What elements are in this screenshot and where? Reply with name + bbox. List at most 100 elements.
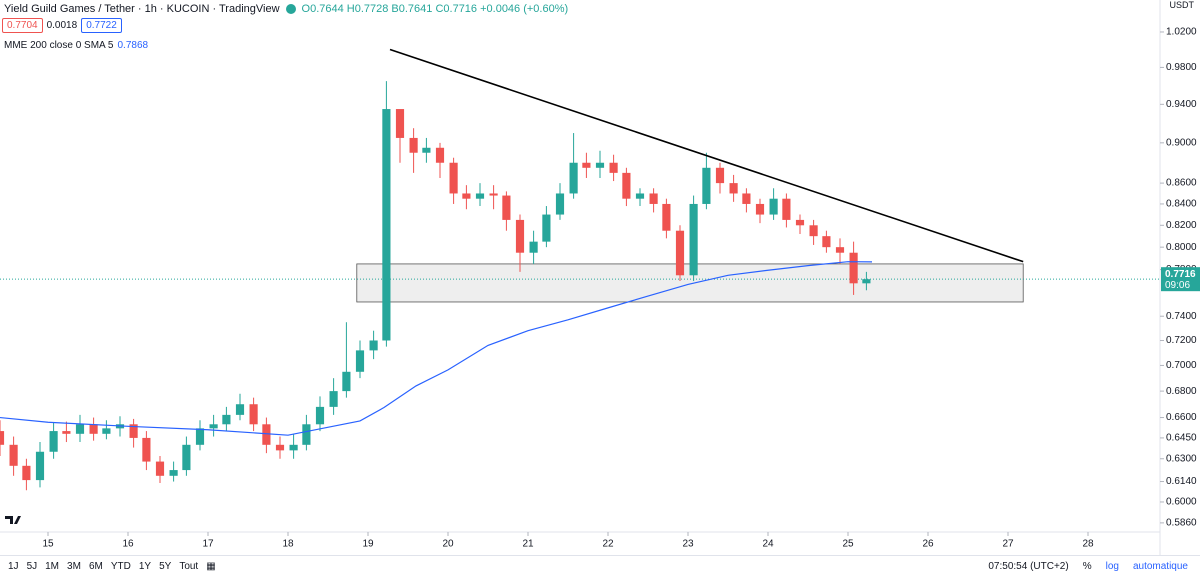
symbol-title[interactable]: Yield Guild Games / Tether · 1h · KUCOIN… xyxy=(4,3,280,15)
candle-body xyxy=(662,203,671,231)
candle-body xyxy=(449,162,458,194)
candle-body xyxy=(782,198,791,220)
price-unit[interactable]: USDT xyxy=(1169,0,1195,10)
candle-body xyxy=(489,193,498,196)
y-tick-label: 0.8400 xyxy=(1166,199,1197,210)
percent-toggle[interactable]: % xyxy=(1082,560,1092,572)
candle-body xyxy=(715,167,725,184)
candle-body xyxy=(62,431,71,434)
candle-body xyxy=(382,109,391,341)
header: Yield Guild Games / Tether · 1h · KUCOIN… xyxy=(4,2,568,16)
x-tick-label: 25 xyxy=(842,539,854,550)
x-tick-label: 23 xyxy=(682,539,694,550)
candle-body xyxy=(329,391,338,407)
y-tick-label: 1.0200 xyxy=(1166,27,1197,38)
range-button[interactable]: 5Y xyxy=(159,560,172,572)
trendline xyxy=(389,48,1024,263)
candle-body xyxy=(35,451,45,481)
candle-body xyxy=(142,437,151,462)
x-tick-label: 28 xyxy=(1082,539,1094,550)
candle-body xyxy=(262,424,271,445)
candle-body xyxy=(249,404,258,425)
candle-body xyxy=(102,428,111,434)
y-tick-label: 0.5860 xyxy=(1166,518,1197,529)
date-range-icon[interactable]: ▦ xyxy=(206,560,216,572)
candle-body xyxy=(795,219,805,226)
bid-ask: 0.7704 0.0018 0.7722 xyxy=(2,18,122,33)
y-tick-label: 0.9400 xyxy=(1166,99,1197,110)
range-button[interactable]: 1M xyxy=(45,560,60,572)
sma-line xyxy=(0,261,873,436)
log-toggle[interactable]: log xyxy=(1105,560,1119,572)
candle-body xyxy=(675,230,685,276)
candle-body xyxy=(609,162,618,173)
range-button[interactable]: 5J xyxy=(26,560,38,572)
candle-body xyxy=(822,236,831,248)
indicator-value: 0.7868 xyxy=(117,40,149,51)
candle-body xyxy=(169,470,178,476)
price-tag-countdown: 09:06 xyxy=(1165,280,1190,291)
y-tick-label: 0.6600 xyxy=(1166,412,1197,423)
candle-body xyxy=(422,147,431,153)
candle-body xyxy=(555,193,565,215)
y-tick-label: 0.8000 xyxy=(1166,242,1197,253)
range-button[interactable]: 1Y xyxy=(138,560,152,572)
x-tick-label: 20 xyxy=(442,539,454,550)
x-tick-label: 24 xyxy=(762,539,774,550)
candle-body xyxy=(475,193,485,199)
candle-body xyxy=(569,162,578,194)
bid-button[interactable]: 0.7704 xyxy=(2,18,43,33)
candle-body xyxy=(22,465,31,481)
x-tick-label: 16 xyxy=(122,539,134,550)
candle-body xyxy=(635,193,645,199)
range-button[interactable]: Tout xyxy=(179,560,199,572)
candle-body xyxy=(222,414,231,425)
tradingview-logo xyxy=(5,516,21,524)
indicator-name[interactable]: MME 200 close 0 SMA 5 xyxy=(4,40,114,51)
candle-body xyxy=(0,431,5,445)
range-button[interactable]: YTD xyxy=(110,560,131,572)
candle-body xyxy=(395,109,405,138)
candle-body xyxy=(275,444,285,451)
x-tick-label: 21 xyxy=(522,539,534,550)
candle-body xyxy=(515,219,525,253)
candle-body xyxy=(595,162,605,168)
candle-body xyxy=(209,424,218,429)
auto-toggle[interactable]: automatique xyxy=(1132,560,1188,572)
candle-body xyxy=(342,371,351,392)
y-tick-label: 0.6800 xyxy=(1166,386,1197,397)
candle-body xyxy=(582,162,591,168)
y-tick-label: 0.6300 xyxy=(1166,453,1197,464)
candle-body xyxy=(462,193,471,199)
y-tick-label: 0.6450 xyxy=(1166,433,1197,444)
candle-body xyxy=(809,225,818,237)
y-tick-label: 0.9000 xyxy=(1166,137,1197,148)
range-button[interactable]: 6M xyxy=(88,560,103,572)
clock[interactable]: 07:50:54 (UTC+2) xyxy=(988,560,1069,572)
toolbar-right: 07:50:54 (UTC+2) % log automatique xyxy=(988,561,1188,572)
x-tick-label: 18 xyxy=(282,539,294,550)
y-tick-label: 0.7400 xyxy=(1166,311,1197,322)
candle-body xyxy=(195,428,205,445)
range-button[interactable]: 1J xyxy=(8,560,19,572)
candle-body xyxy=(755,203,765,215)
y-tick-label: 0.7200 xyxy=(1166,335,1197,346)
x-tick-label: 15 xyxy=(42,539,54,550)
candle-body xyxy=(502,195,511,220)
candle-body xyxy=(9,444,18,466)
candle-body xyxy=(622,172,631,199)
ask-button[interactable]: 0.7722 xyxy=(81,18,122,33)
ohlc-values: O0.7644 H0.7728 B0.7641 C0.7716 +0.0046 … xyxy=(301,3,569,15)
y-tick-label: 0.8600 xyxy=(1166,178,1197,189)
y-tick-label: 0.9800 xyxy=(1166,62,1197,73)
candle-body xyxy=(75,424,85,434)
candle-body xyxy=(369,340,378,351)
candle-body xyxy=(182,444,191,471)
candle-body xyxy=(649,193,658,204)
range-button[interactable]: 3M xyxy=(67,560,81,572)
indicator-legend: MME 200 close 0 SMA 5 0.7868 xyxy=(4,40,148,51)
spread: 0.0018 xyxy=(46,20,78,31)
market-status xyxy=(285,4,296,14)
candle-body xyxy=(355,350,365,372)
